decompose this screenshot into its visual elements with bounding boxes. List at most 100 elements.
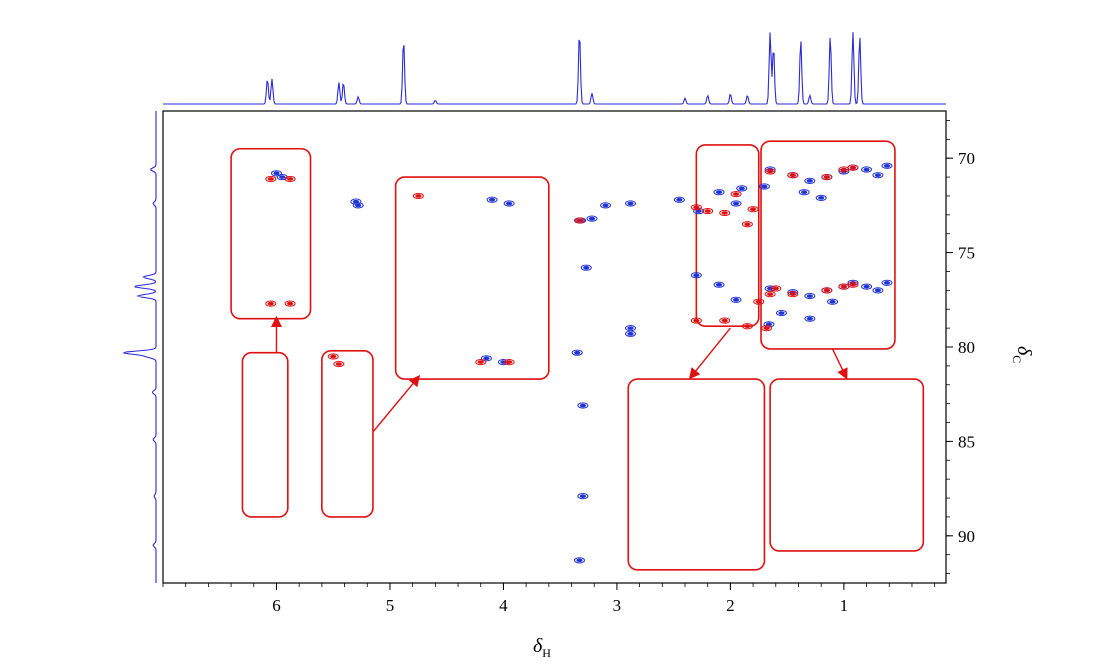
zoom-region-box	[769, 378, 925, 552]
peak-contour-outer	[804, 292, 816, 300]
peak-contour-outer	[673, 196, 685, 203]
peak-contour-core	[806, 179, 813, 183]
peak-contour-core	[749, 207, 757, 211]
peak-contour-core	[477, 360, 484, 364]
peak-contour-outer	[758, 183, 770, 190]
peak-contour-core	[778, 311, 785, 315]
f1-projection-trace	[123, 111, 157, 583]
peak-contour-outer	[804, 315, 816, 322]
peak-contour-core	[627, 201, 634, 206]
peak-contour-core	[767, 169, 774, 174]
peak-contour-outer	[804, 177, 816, 184]
peak-contour-outer	[577, 402, 589, 409]
peak-contour-outer	[787, 291, 799, 298]
peak-contour-outer	[586, 215, 598, 222]
x-tick-label: 6	[272, 596, 281, 615]
x-axis-symbol: δ	[533, 635, 543, 657]
peak-contour-outer	[265, 300, 277, 307]
peak-contour-core	[627, 331, 634, 336]
peak-contour-core	[823, 175, 830, 179]
peak-contour-outer	[847, 281, 859, 288]
peak-contour-core	[267, 301, 274, 306]
peak-contour-outer	[881, 279, 893, 286]
x-tick-label: 3	[613, 596, 622, 615]
peak-contour-outer	[284, 300, 296, 307]
peak-contour-core	[583, 265, 590, 270]
peak-contour-core	[772, 286, 779, 291]
peak-contour-core	[874, 173, 882, 177]
peak-contour-core	[715, 190, 723, 194]
peak-contour-outer	[770, 285, 782, 292]
peak-contour-outer	[730, 296, 742, 303]
peak-contour-core	[732, 201, 740, 206]
peak-contour-core	[744, 222, 751, 227]
peak-contour-core	[732, 192, 740, 196]
zoom-arrow	[372, 375, 421, 433]
peak-contour-core	[676, 197, 683, 202]
peak-contour-outer	[775, 309, 787, 317]
peak-contour-core	[693, 273, 700, 278]
peak-contour-core	[874, 288, 882, 293]
annotation-layer	[230, 140, 925, 571]
peak-contour-core	[286, 301, 294, 306]
peak-contour-outer	[719, 209, 731, 217]
peak-contour-outer	[580, 264, 592, 271]
peak-contour-core	[767, 286, 774, 291]
peak-contour-core	[506, 201, 513, 206]
zoom-region-box	[394, 176, 550, 380]
f2-projection-trace	[163, 32, 946, 105]
peak-contour-core	[588, 216, 596, 221]
peak-contour-core	[755, 299, 762, 304]
peak-contour-core	[579, 403, 586, 408]
peak-contour-core	[883, 281, 891, 285]
peak-contour-outer	[741, 323, 753, 330]
peak-contour-outer	[872, 172, 884, 179]
peak-contour-core	[355, 203, 362, 208]
peak-contour-outer	[486, 196, 498, 203]
zoom-arrow	[688, 327, 731, 380]
y-tick-label: 80	[958, 338, 975, 357]
peak-contour-core	[576, 558, 583, 563]
peak-contour-core	[273, 171, 280, 176]
y-axis-symbol: δ	[1013, 346, 1035, 356]
peak-contour-outer	[861, 166, 873, 173]
zoom-region-box	[695, 144, 760, 328]
zoom-region-box	[241, 351, 289, 518]
y-tick-label: 90	[958, 527, 975, 546]
peak-contour-core	[715, 282, 723, 287]
peak-contour-core	[576, 218, 583, 223]
peak-contour-core	[849, 282, 857, 287]
y-axis-subscript: C	[1010, 355, 1024, 363]
peak-contour-outer	[815, 194, 827, 201]
peak-contour-outer	[827, 298, 839, 305]
plot-frame	[162, 110, 947, 584]
peak-contour-outer	[713, 189, 725, 196]
peak-contour-outer	[753, 298, 765, 305]
peak-contour-core	[789, 292, 796, 296]
x-tick-label: 2	[726, 596, 735, 615]
peak-contour-outer	[847, 164, 859, 171]
peak-contour-core	[602, 203, 609, 208]
peak-contour-core	[829, 299, 836, 304]
x-axis-subscript: H	[542, 646, 551, 660]
x-tick-label: 1	[840, 596, 849, 615]
peak-contour-outer	[352, 202, 364, 209]
peak-contour-outer	[787, 172, 799, 179]
peak-contour-outer	[690, 272, 702, 279]
peak-contour-core	[574, 350, 581, 355]
peak-contour-core	[883, 163, 891, 168]
y-ticks: 70 75 80 85 90	[946, 120, 975, 574]
peak-contour-core	[732, 297, 740, 302]
peak-contour-core	[863, 167, 870, 172]
peak-contour-outer	[730, 200, 742, 207]
peak-contour-outer	[333, 360, 345, 368]
zoom-region-box	[627, 378, 766, 571]
peak-contour-outer	[690, 204, 702, 211]
peak-contour-core	[863, 284, 870, 289]
peak-contour-outer	[741, 221, 753, 228]
x-tick-label: 4	[499, 596, 508, 615]
peak-contour-outer	[571, 349, 583, 356]
peak-contour-outer	[412, 192, 424, 200]
peak-contour-outer	[736, 185, 748, 192]
